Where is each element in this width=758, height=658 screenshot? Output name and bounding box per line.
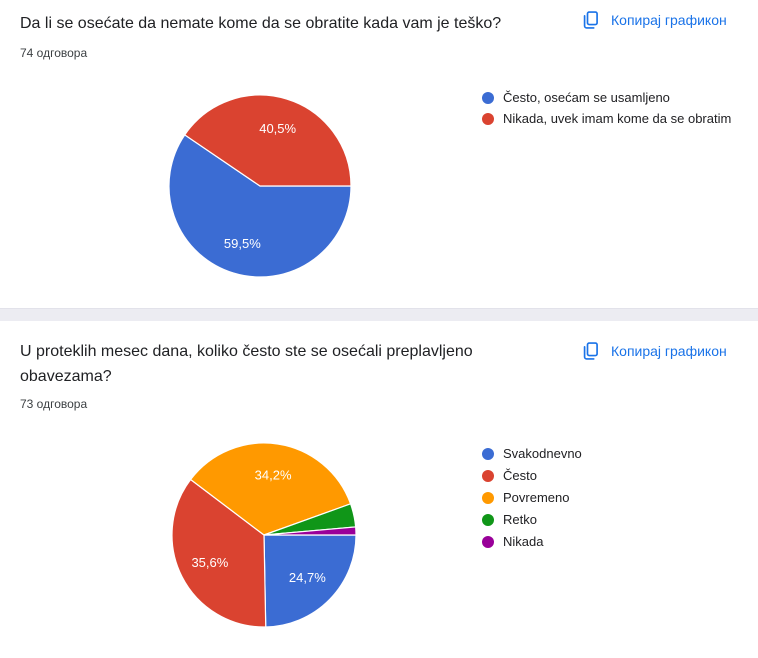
pie-slice-label: 35,6% (191, 555, 228, 570)
pie-slice (171, 478, 267, 628)
pie-slice (168, 134, 352, 278)
legend-label: Svakodnevno (503, 446, 582, 461)
question-card-2: U proteklih mesec dana, koliko često ste… (0, 321, 758, 658)
pie-slice-label: 24,7% (289, 570, 326, 585)
pie-slice (183, 94, 352, 187)
question-title: U proteklih mesec dana, koliko često ste… (20, 343, 473, 385)
chart-legend: Svakodnevno Često Povremeno Retko Nikada (482, 446, 582, 549)
copy-icon (580, 341, 600, 361)
legend-label: Retko (503, 512, 537, 527)
section-divider (0, 308, 758, 321)
legend-color-dot (482, 112, 494, 125)
legend-item: Svakodnevno (482, 446, 582, 461)
legend-item: Povremeno (482, 490, 582, 505)
legend-item: Nikada (482, 534, 582, 549)
pie-slice-label: 59,5% (224, 236, 261, 251)
responses-count: 74 одговора (20, 46, 88, 60)
legend-item: Često, osećam se usamljeno (482, 90, 731, 105)
legend-label: Nikada (503, 534, 544, 549)
legend-label: Često, osećam se usamljeno (503, 90, 670, 105)
responses-count: 73 одговора (20, 397, 88, 411)
pie-chart: 24,7% 35,6% 34,2% (171, 442, 357, 633)
legend-item: Nikada, uvek imam kome da se obratim (482, 111, 731, 126)
pie-slice (263, 526, 357, 536)
legend-color-dot (482, 469, 494, 482)
copy-chart-button[interactable]: Копирај графикон (578, 339, 729, 363)
copy-chart-label: Копирај графикон (611, 343, 727, 359)
legend-label: Nikada, uvek imam kome da se obratim (503, 111, 732, 126)
question-title: Da li se osećate da nemate kome da se ob… (20, 15, 502, 32)
legend-color-dot (482, 535, 494, 548)
legend-item: Retko (482, 512, 582, 527)
pie-chart: 59,5% 40,5% (168, 94, 352, 283)
legend-label: Povremeno (503, 490, 570, 505)
pie-slice-label: 34,2% (255, 467, 292, 482)
legend-label: Često (503, 468, 537, 483)
legend-item: Često (482, 468, 582, 483)
pie-slice (263, 534, 357, 628)
chart-legend: Često, osećam se usamljeno Nikada, uvek i… (482, 90, 731, 126)
copy-icon (580, 10, 600, 30)
legend-color-dot (482, 513, 494, 526)
legend-color-dot (482, 447, 494, 460)
copy-chart-label: Копирај графикон (611, 12, 727, 28)
question-card-1: Da li se osećate da nemate kome da se ob… (0, 0, 758, 308)
legend-color-dot (482, 91, 494, 104)
copy-chart-button[interactable]: Копирај графикон (578, 8, 729, 32)
pie-slice-label: 40,5% (259, 121, 296, 136)
legend-color-dot (482, 491, 494, 504)
pie-slice (189, 442, 352, 536)
